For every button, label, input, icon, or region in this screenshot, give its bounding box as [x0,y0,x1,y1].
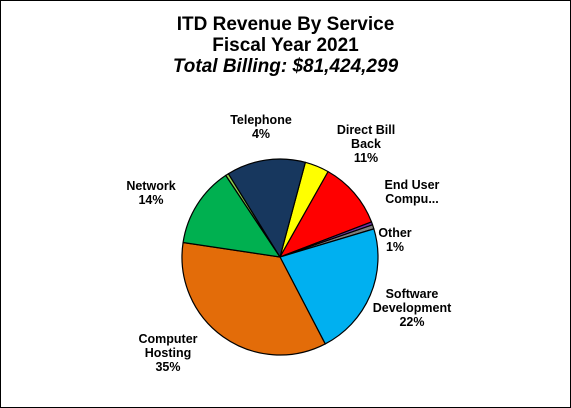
pie-slice-computer-hosting [181,241,326,356]
pie-label-telephone: Telephone 4% [230,113,292,141]
pie-label-end-user-compu: End User Compu... [385,178,440,206]
pie-label-other: Other 1% [378,226,411,254]
chart-total-billing: Total Billing: $81,424,299 [172,56,399,77]
pie-label-software-development: Software Development 22% [373,287,452,329]
chart-title-block: ITD Revenue By Service Fiscal Year 2021 … [0,14,571,77]
pie-label-computer-hosting: Computer Hosting 35% [138,332,197,374]
chart-subtitle: Fiscal Year 2021 [212,35,359,56]
pie-slice-unlabeled [227,158,306,258]
pie-slice-network [182,174,281,258]
pie-slice-software-development [279,228,379,345]
pie-label-direct-bill-back: Direct Bill Back 11% [337,123,395,165]
chart-title: ITD Revenue By Service [176,14,395,35]
pie-slice-direct-bill-back [279,171,373,258]
pie-label-network: Network 14% [126,179,175,207]
